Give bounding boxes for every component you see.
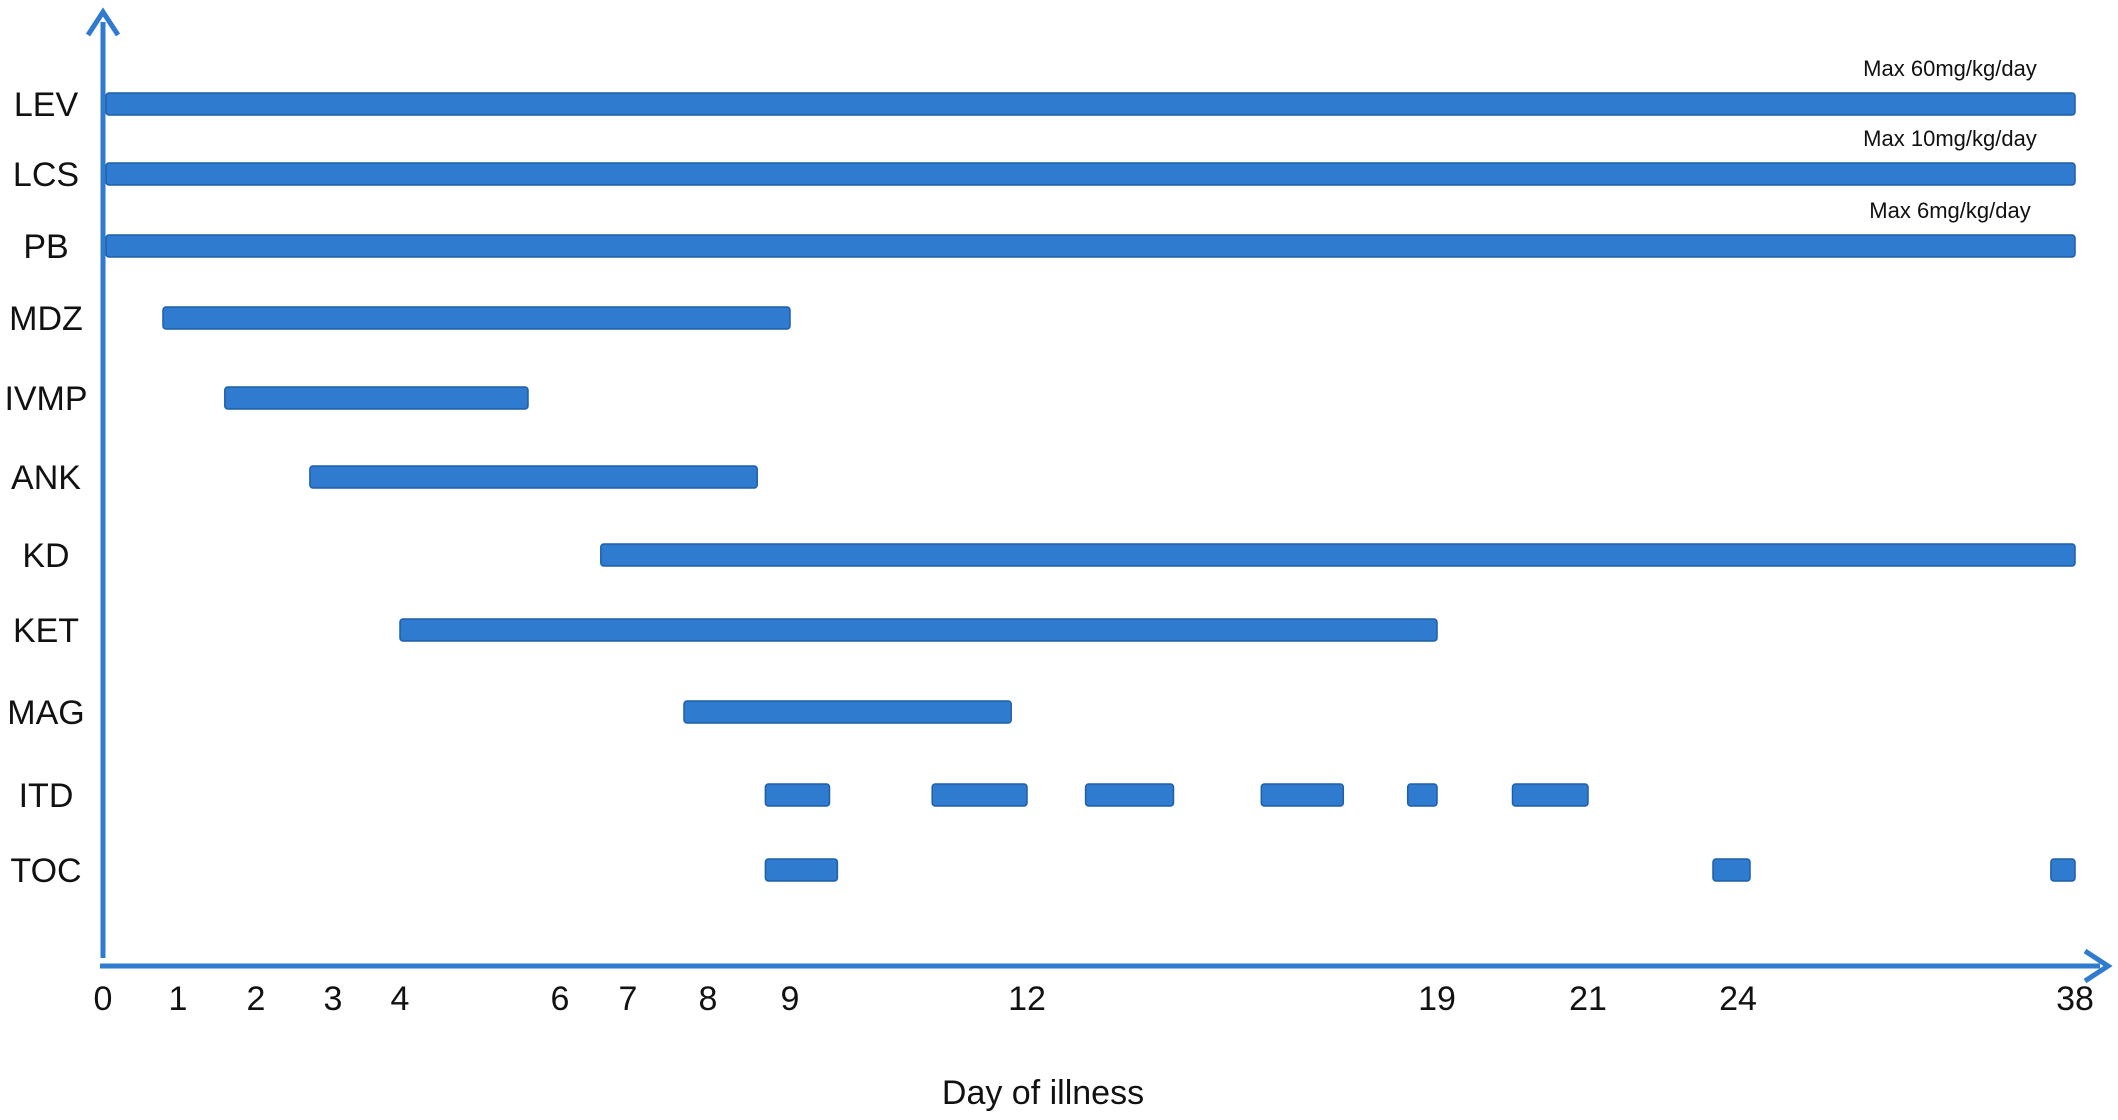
row-label-ket: KET	[13, 612, 79, 650]
x-tick-label-38: 38	[2056, 980, 2094, 1018]
x-tick-label-4: 4	[391, 980, 410, 1018]
bar-itd-segment-3	[1084, 783, 1175, 807]
labels-layer: LEV Max 60mg/kg/day LCS Max 10mg/kg/day PB Ma…	[4, 56, 2036, 890]
bar-toc-segment-1	[764, 858, 839, 882]
row-label-toc: TOC	[10, 852, 81, 890]
dose-note-lcs: Max 10mg/kg/day	[1863, 126, 2037, 151]
row-label-lev: LEV	[14, 86, 79, 124]
x-tick-label-8: 8	[699, 980, 718, 1018]
row-label-ank: ANK	[11, 459, 81, 497]
row-label-kd: KD	[22, 537, 69, 575]
bar-itd-segment-6	[1511, 783, 1589, 807]
row-label-pb: PB	[23, 228, 68, 266]
bar-itd-segment-1	[764, 783, 831, 807]
x-tick-label-2: 2	[247, 980, 266, 1018]
bar-ivmp	[224, 386, 529, 410]
bar-lcs	[105, 162, 2076, 186]
x-axis-arrowhead	[2083, 948, 2113, 984]
x-tick-label-12: 12	[1008, 980, 1046, 1018]
y-axis-arrowhead	[85, 7, 121, 37]
x-axis-label: Day of illness	[942, 1074, 1144, 1112]
x-tick-label-7: 7	[619, 980, 638, 1018]
x-tick-label-6: 6	[551, 980, 570, 1018]
row-label-itd: ITD	[19, 777, 74, 815]
row-label-lcs: LCS	[13, 156, 79, 194]
row-label-ivmp: IVMP	[4, 380, 87, 418]
bar-lev	[105, 92, 2076, 116]
bar-itd-segment-4	[1260, 783, 1345, 807]
bar-mag	[683, 700, 1012, 724]
bars-layer	[105, 92, 2076, 882]
bar-toc-segment-2	[1712, 858, 1751, 882]
x-tick-label-0: 0	[94, 980, 113, 1018]
x-tick-label-9: 9	[781, 980, 800, 1018]
row-label-mdz: MDZ	[9, 300, 83, 338]
bar-toc-segment-3	[2050, 858, 2076, 882]
bar-itd-segment-5	[1406, 783, 1438, 807]
bar-pb	[105, 234, 2076, 258]
x-tick-label-19: 19	[1418, 980, 1456, 1018]
axes-layer	[85, 7, 2113, 984]
bar-itd-segment-2	[931, 783, 1028, 807]
bar-kd	[600, 543, 2076, 567]
row-label-mag: MAG	[7, 694, 84, 732]
x-tick-label-21: 21	[1569, 980, 1607, 1018]
dose-note-lev: Max 60mg/kg/day	[1863, 56, 2037, 81]
bar-mdz	[162, 306, 791, 330]
x-tick-label-1: 1	[169, 980, 188, 1018]
dose-note-pb: Max 6mg/kg/day	[1869, 198, 2030, 223]
x-tick-label-3: 3	[324, 980, 343, 1018]
bar-ank	[309, 465, 758, 489]
bar-ket	[399, 618, 1438, 642]
x-tick-label-24: 24	[1719, 980, 1757, 1018]
ticks-layer: 0 1 2 3 4 6 7 8 9 12 19 21 24 38	[94, 980, 2094, 1018]
